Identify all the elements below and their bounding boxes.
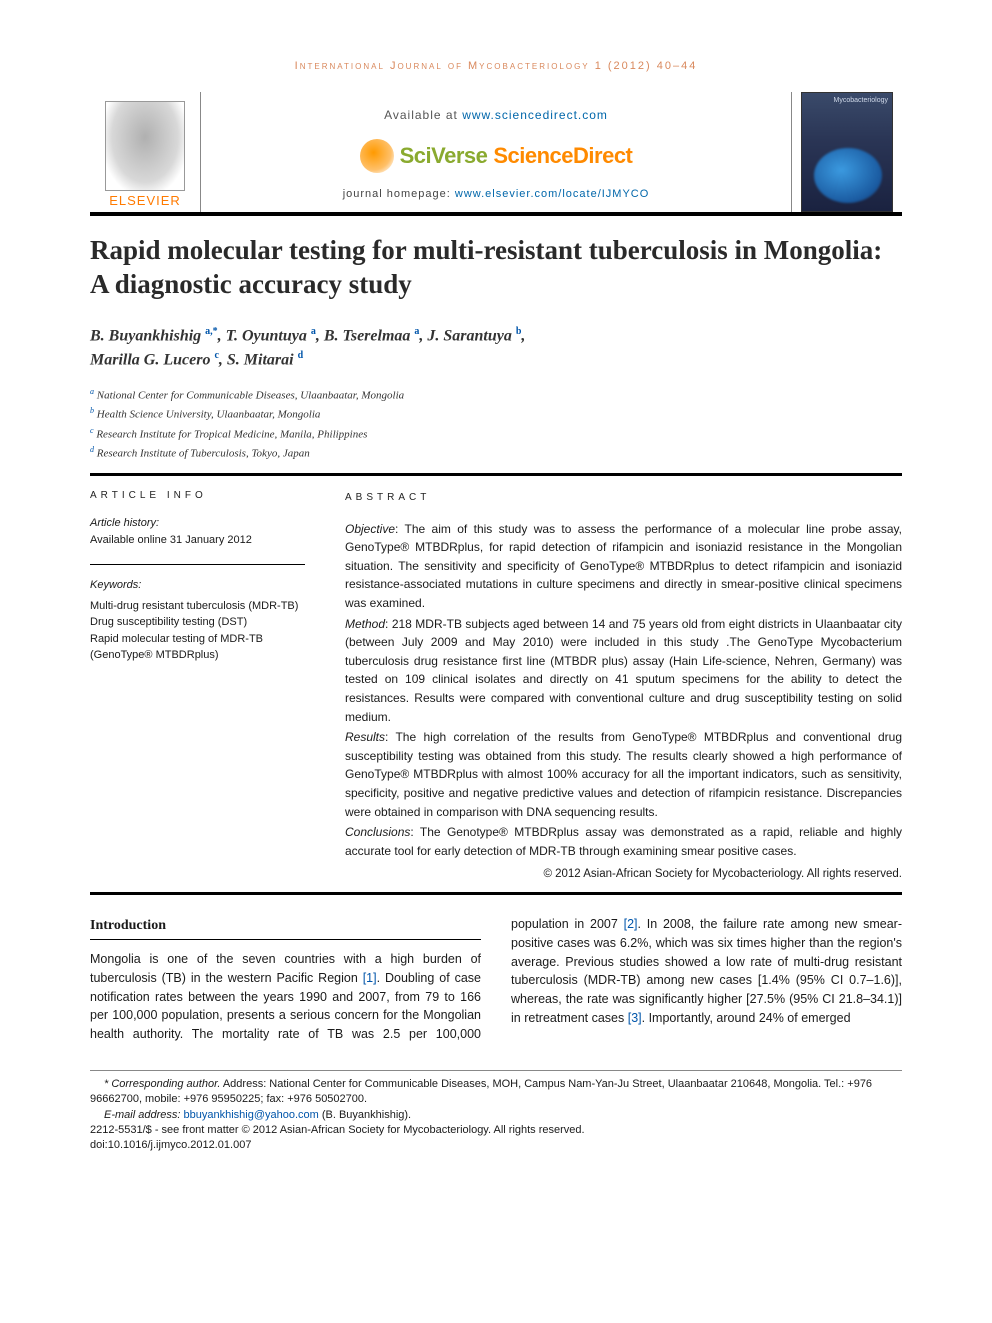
abstract-head: ABSTRACT — [345, 490, 902, 506]
article-info-head: ARTICLE INFO — [90, 490, 305, 501]
affiliations-block: a National Center for Communicable Disea… — [90, 386, 902, 463]
author-1-aff: a, — [205, 326, 213, 337]
author-5: Marilla G. Lucero — [90, 351, 210, 368]
history-label: Article history: — [90, 515, 305, 532]
intro-p2c: . Importantly, around 24% of emerged — [642, 1011, 851, 1025]
abstract-column: ABSTRACT Objective: The aim of this stud… — [345, 490, 902, 884]
objective-lead: Objective — [345, 522, 395, 536]
divider-thick — [90, 473, 902, 476]
journal-cover-thumbnail: Mycobacteriology — [801, 92, 893, 212]
sd-swirl-icon — [360, 139, 394, 173]
elsevier-tree-icon — [105, 101, 185, 191]
method-lead: Method — [345, 617, 385, 631]
corr-email-link[interactable]: bbuyankhishig@yahoo.com — [183, 1109, 318, 1121]
journal-cover-title: Mycobacteriology — [834, 97, 888, 104]
introduction-heading: Introduction — [90, 915, 481, 940]
author-3: B. Tserelmaa — [324, 327, 411, 344]
sciencedirect-logo: SciVerse ScienceDirect — [360, 139, 633, 173]
results-text: : The high correlation of the results fr… — [345, 730, 902, 818]
keyword-3: Rapid molecular testing of MDR-TB (GenoT… — [90, 631, 305, 664]
keyword-2: Drug susceptibility testing (DST) — [90, 614, 305, 631]
intro-p2b: . In 2008, the failure rate among new sm… — [511, 917, 902, 1025]
sciencedirect-url-link[interactable]: www.sciencedirect.com — [462, 108, 608, 122]
publisher-banner: ELSEVIER Available at www.sciencedirect.… — [90, 92, 902, 216]
ref-2-link[interactable]: [2] — [624, 917, 638, 931]
author-4-aff: b — [516, 326, 522, 337]
doi-line: doi:10.1016/j.ijmyco.2012.01.007 — [90, 1138, 902, 1153]
homepage-prefix: journal homepage: — [343, 188, 455, 200]
results-lead: Results — [345, 730, 385, 744]
keyword-1: Multi-drug resistant tuberculosis (MDR-T… — [90, 598, 305, 615]
keywords-label: Keywords: — [90, 577, 305, 594]
elsevier-label: ELSEVIER — [109, 193, 181, 208]
sd-brand-a: SciVerse — [400, 143, 488, 169]
author-6: S. Mitarai — [227, 351, 294, 368]
ref-1-link[interactable]: [1] — [363, 971, 377, 985]
corresponding-asterisk: * — [213, 326, 218, 337]
article-info-column: ARTICLE INFO Article history: Available … — [90, 490, 305, 884]
author-1: B. Buyankhishig — [90, 327, 201, 344]
objective-text: : The aim of this study was to assess th… — [345, 522, 902, 610]
available-prefix: Available at — [384, 108, 462, 122]
journal-homepage-line: journal homepage: www.elsevier.com/locat… — [211, 188, 781, 200]
author-6-aff: d — [298, 350, 304, 361]
abstract-copyright: © 2012 Asian-African Society for Mycobac… — [345, 866, 902, 884]
ref-3-link[interactable]: [3] — [628, 1011, 642, 1025]
conclusions-lead: Conclusions — [345, 825, 410, 839]
author-4: J. Sarantuya — [427, 327, 511, 344]
divider-thick-2 — [90, 892, 902, 895]
elsevier-block: ELSEVIER — [90, 92, 200, 212]
footnotes-block: * Corresponding author. Address: Nationa… — [90, 1070, 902, 1154]
author-2: T. Oyuntuya — [226, 327, 307, 344]
available-at-line: Available at www.sciencedirect.com — [211, 108, 781, 122]
article-title: Rapid molecular testing for multi-resist… — [90, 234, 902, 302]
affiliation-d: Research Institute of Tuberculosis, Toky… — [97, 448, 310, 460]
affiliation-c: Research Institute for Tropical Medicine… — [96, 428, 367, 440]
history-value: Available online 31 January 2012 — [90, 532, 305, 549]
method-text: : 218 MDR-TB subjects aged between 14 an… — [345, 617, 902, 724]
running-head: International Journal of Mycobacteriolog… — [90, 60, 902, 72]
author-3-aff: a — [414, 326, 419, 337]
email-label: E-mail address: — [104, 1109, 183, 1121]
affiliation-b: Health Science University, Ulaanbaatar, … — [97, 409, 321, 421]
sd-brand-b: ScienceDirect — [493, 143, 632, 169]
divider-thin — [90, 564, 305, 565]
author-2-aff: a — [311, 326, 316, 337]
author-list: B. Buyankhishig a,*, T. Oyuntuya a, B. T… — [90, 324, 902, 373]
body-text: Introduction Mongolia is one of the seve… — [90, 915, 902, 1044]
journal-homepage-link[interactable]: www.elsevier.com/locate/IJMYCO — [455, 188, 649, 200]
email-tail: (B. Buyankhishig). — [319, 1109, 411, 1121]
author-5-aff: c — [214, 350, 218, 361]
affiliation-a: National Center for Communicable Disease… — [97, 390, 404, 402]
conclusions-text: : The Genotype® MTBDRplus assay was demo… — [345, 825, 902, 858]
issn-line: 2212-5531/$ - see front matter © 2012 As… — [90, 1123, 902, 1138]
corr-label: * Corresponding author. — [104, 1078, 220, 1090]
